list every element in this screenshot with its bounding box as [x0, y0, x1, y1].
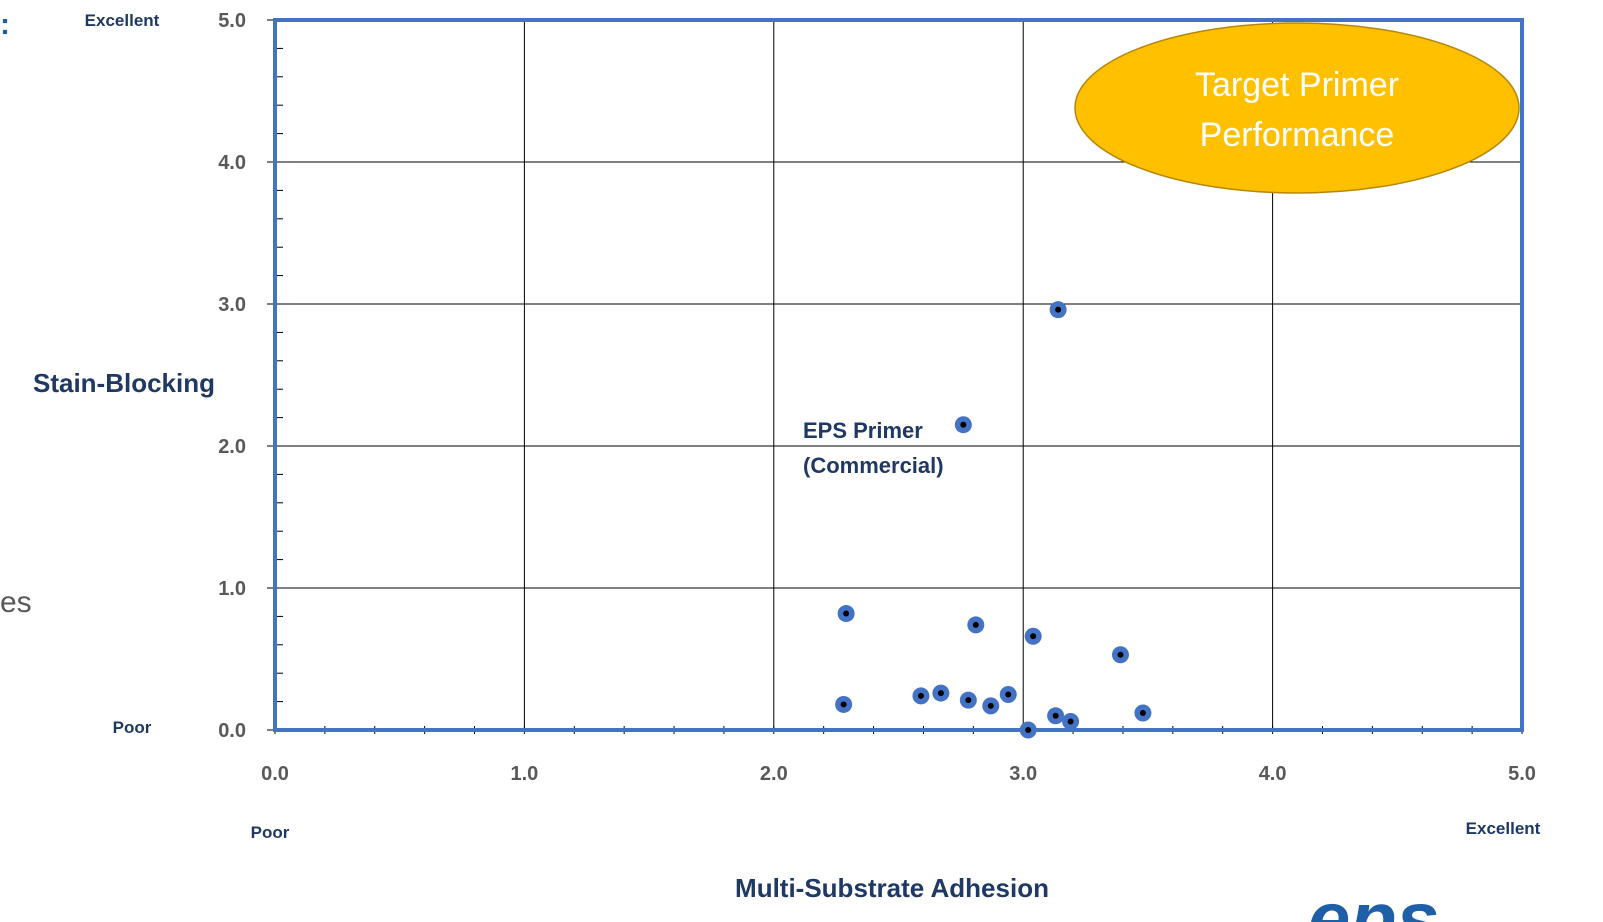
data-point-center — [1025, 727, 1032, 733]
data-point-center — [937, 690, 944, 697]
data-point — [1047, 707, 1065, 725]
x-tick-label: 5.0 — [1508, 763, 1536, 785]
annotation-line2: (Commercial) — [803, 453, 944, 478]
y-axis-title: Stain-Blocking — [33, 368, 215, 398]
target-label-line2: Performance — [1200, 116, 1395, 154]
y-tick-label: 5.0 — [218, 10, 246, 32]
data-point — [835, 695, 853, 713]
data-point — [1019, 721, 1037, 739]
data-point-center — [1067, 718, 1074, 725]
x-excellent-label: Excellent — [1466, 819, 1541, 838]
data-point-center — [1005, 691, 1012, 698]
data-point — [967, 616, 985, 634]
target-region: Target Primer Performance — [1074, 22, 1520, 194]
left-text-fragment: es — [0, 586, 32, 619]
plot-frame — [273, 18, 1524, 732]
x-tick-labels: 0.0 1.0 2.0 3.0 4.0 5.0 — [261, 763, 1536, 785]
y-excellent-label: Excellent — [85, 11, 160, 30]
x-tick-label: 1.0 — [510, 763, 538, 785]
data-point — [912, 687, 930, 705]
data-point-center — [1139, 709, 1146, 716]
data-point — [982, 697, 1000, 715]
data-point-center — [972, 621, 979, 628]
data-point-center — [840, 701, 847, 708]
data-point — [1049, 301, 1067, 319]
y-tick-label: 2.0 — [218, 436, 246, 458]
data-point-center — [1117, 651, 1124, 658]
data-point-center — [1052, 712, 1059, 719]
y-tick-label: 4.0 — [218, 152, 246, 174]
data-point — [1024, 627, 1042, 645]
x-tick-label: 3.0 — [1009, 763, 1037, 785]
x-poor-label: Poor — [251, 823, 290, 842]
target-ellipse — [1074, 22, 1520, 194]
y-tick-labels: 0.0 1.0 2.0 3.0 4.0 5.0 — [218, 10, 246, 742]
data-point-center — [843, 610, 850, 617]
data-point-center — [1030, 633, 1037, 640]
data-point — [1134, 704, 1152, 722]
x-tick-label: 0.0 — [261, 763, 289, 785]
data-point-center — [960, 421, 967, 428]
data-point — [999, 686, 1017, 703]
eps-logo: eps — [1308, 877, 1439, 922]
y-tick-label: 0.0 — [218, 720, 246, 742]
data-points — [835, 301, 1152, 739]
data-point — [954, 416, 972, 434]
y-tick-label: 3.0 — [218, 294, 246, 316]
x-tick-label: 2.0 — [760, 763, 788, 785]
data-point-center — [1055, 306, 1062, 313]
target-label-line1: Target Primer — [1195, 66, 1399, 104]
data-point — [837, 605, 855, 623]
data-point — [1111, 646, 1129, 664]
data-point-center — [987, 702, 994, 709]
y-poor-label: Poor — [113, 718, 152, 737]
x-axis-title: Multi-Substrate Adhesion — [735, 873, 1049, 903]
y-tick-label: 1.0 — [218, 578, 246, 600]
data-point — [1062, 712, 1080, 730]
data-point — [959, 691, 977, 709]
data-point-center — [917, 692, 924, 699]
data-point-center — [965, 697, 972, 704]
left-colon-fragment: : — [0, 8, 10, 41]
x-tick-label: 4.0 — [1259, 763, 1287, 785]
point-annotation: EPS Primer (Commercial) — [803, 418, 944, 478]
data-point — [932, 684, 950, 702]
annotation-line1: EPS Primer — [803, 418, 923, 443]
